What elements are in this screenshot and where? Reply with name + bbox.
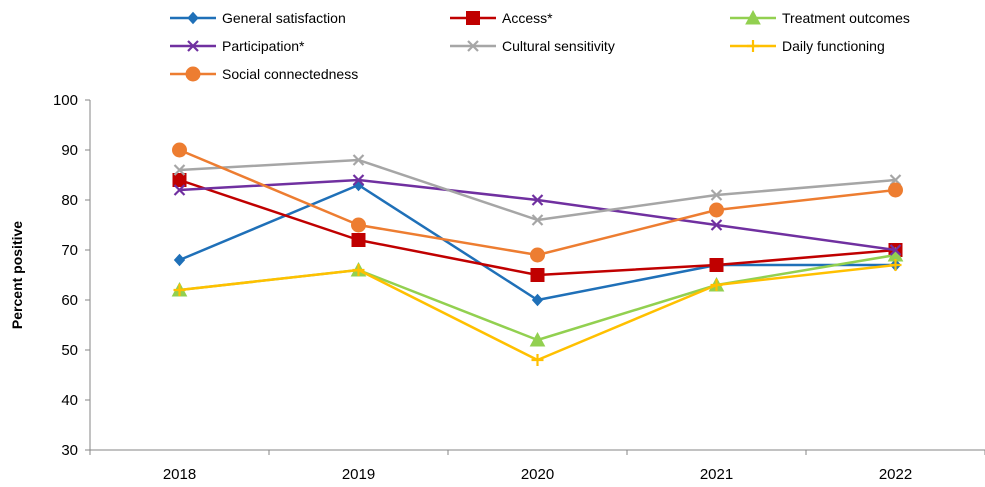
data-point: [529, 331, 546, 347]
legend-label: Access*: [502, 10, 553, 26]
data-point: [531, 354, 544, 366]
x-tick-label: 2020: [521, 466, 554, 483]
legend-item: Cultural sensitivity: [450, 38, 615, 54]
series-5: [173, 259, 902, 366]
y-tick-label: 80: [61, 192, 78, 209]
data-point: [889, 244, 902, 256]
data-point: [710, 189, 723, 201]
legend-item: Social connectedness: [170, 66, 358, 82]
series-line: [179, 158, 896, 222]
legend-marker: [466, 11, 480, 25]
data-point: [172, 173, 187, 187]
legend-marker: [187, 11, 199, 25]
series-6: [172, 142, 903, 263]
legend-item: General satisfaction: [170, 10, 346, 26]
y-tick-label: 100: [53, 92, 78, 109]
x-tick-label: 2019: [342, 466, 375, 483]
y-tick-label: 30: [61, 442, 78, 459]
legend-item: Access*: [450, 10, 553, 26]
data-point: [352, 174, 365, 186]
data-point: [709, 258, 724, 272]
legend-marker: [747, 40, 759, 52]
data-point: [710, 219, 723, 231]
data-point: [531, 293, 544, 307]
data-point: [173, 284, 186, 296]
legend-marker: [187, 40, 199, 52]
legend-marker: [185, 66, 201, 82]
data-point: [531, 194, 544, 206]
legend-label: General satisfaction: [222, 10, 346, 26]
legend-label: Participation*: [222, 38, 305, 54]
legend-label: Cultural sensitivity: [502, 38, 615, 54]
x-tick-label: 2021: [700, 466, 733, 483]
data-point: [173, 184, 186, 196]
legend-marker: [745, 9, 761, 25]
data-point: [888, 182, 903, 198]
y-tick-label: 90: [61, 142, 78, 159]
x-tick-label: 2018: [163, 466, 196, 483]
data-point: [172, 142, 187, 158]
y-axis-title: Percent positive: [9, 221, 25, 329]
data-point: [173, 253, 186, 267]
data-point: [351, 217, 366, 233]
legend-item: Participation*: [170, 38, 305, 54]
data-point: [531, 214, 544, 226]
y-tick-label: 50: [61, 342, 78, 359]
y-tick-label: 60: [61, 292, 78, 309]
data-point: [530, 247, 545, 263]
y-tick-label: 40: [61, 392, 78, 409]
legend-label: Social connectedness: [222, 66, 358, 82]
data-point: [173, 164, 186, 176]
data-point: [709, 202, 724, 218]
x-tick-label: 2022: [879, 466, 912, 483]
series-4: [173, 154, 902, 226]
legend-item: Daily functioning: [730, 38, 885, 54]
y-tick-label: 70: [61, 242, 78, 259]
legend-label: Daily functioning: [782, 38, 885, 54]
legend-marker: [467, 40, 479, 52]
series-line: [179, 148, 896, 257]
data-point: [710, 279, 723, 291]
series-0: [173, 178, 902, 307]
series-3: [173, 174, 902, 256]
legend-item: Treatment outcomes: [730, 9, 910, 26]
data-point: [352, 154, 365, 166]
data-point: [889, 259, 902, 271]
data-point: [351, 233, 366, 247]
data-point: [352, 264, 365, 276]
data-point: [530, 268, 545, 282]
legend-label: Treatment outcomes: [782, 10, 910, 26]
